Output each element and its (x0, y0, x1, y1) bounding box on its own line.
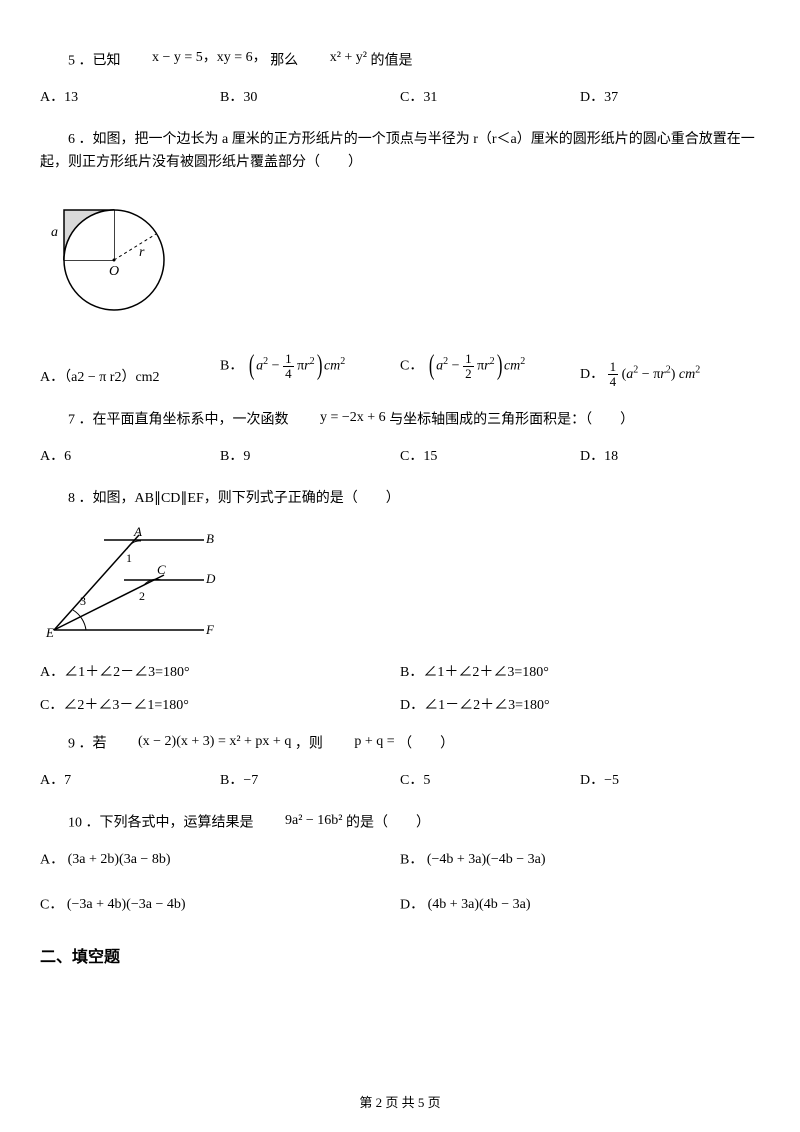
q6-opt-d: D． 14 (a2 − πr2) cm2 (580, 360, 760, 390)
q6-label-a: a (51, 225, 58, 240)
q7-prefix: 7 ．在平面直角坐标系中，一次函数 (68, 413, 292, 428)
q6-optb-formula: (a2 − 14 πr2)cm2 (247, 344, 345, 389)
q6-optd-formula: 14 (a2 − πr2) cm2 (608, 360, 701, 390)
q5-formula2: x² + y² (302, 47, 367, 69)
q10-suffix: 的是（ ） (346, 816, 430, 831)
q8-opt-d: D．∠1－∠2＋∠3=180° (400, 695, 760, 717)
q9-options: A．7 B．−7 C．5 D．−5 (40, 770, 760, 792)
q7-opt-c: C．15 (400, 446, 580, 468)
q5-opt-a: A．13 (40, 87, 220, 109)
q10-opt-a: A． (3a + 2b)(3a − 8b) (40, 849, 400, 872)
q5-prefix: 5 ．已知 (68, 53, 124, 68)
q6-figure: a r O (44, 188, 760, 326)
q9-opt-d: D．−5 (580, 770, 760, 792)
q5-formula1: x − y = 5，xy = 6， (124, 47, 267, 69)
q5-mid: 那么 (270, 53, 302, 68)
q10-opt-b: B． (−4b + 3a)(−4b − 3a) (400, 849, 760, 872)
q5-line: 5 ．已知 x − y = 5，xy = 6， 那么 x² + y² 的值是 (40, 50, 760, 73)
q9-suffix: （ ） (398, 736, 454, 751)
q10-prefix: 10 ．下列各式中，运算结果是 (68, 816, 257, 831)
q9-mid: ，则 (295, 736, 327, 751)
q8-opt-b: B．∠1＋∠2＋∠3=180° (400, 662, 760, 684)
q7-opt-b: B．9 (220, 446, 400, 468)
q7-func: y = −2x + 6 (292, 407, 386, 429)
svg-text:3: 3 (80, 594, 86, 608)
q8-opt-c: C．∠2＋∠3－∠1=180° (40, 695, 400, 717)
svg-text:2: 2 (139, 589, 145, 603)
q9-opt-b: B．−7 (220, 770, 400, 792)
q9-prefix: 9 ．若 (68, 736, 110, 751)
svg-text:D: D (205, 571, 216, 586)
q7-options: A．6 B．9 C．15 D．18 (40, 446, 760, 468)
q8-figure: A B C D E F 1 2 3 (44, 525, 760, 648)
page-footer: 第 2 页 共 5 页 (0, 1093, 800, 1114)
q10-target: 9a² − 16b² (257, 810, 343, 832)
q6-optc-formula: (a2 − 12 πr2)cm2 (427, 344, 525, 389)
q10-opt-d: D． (4b + 3a)(4b − 3a) (400, 894, 760, 917)
q8-opt-a: A．∠1＋∠2－∠3=180° (40, 662, 400, 684)
q6-opt-b: B． (a2 − 14 πr2)cm2 (220, 344, 400, 389)
q10-opt-c: C． (−3a + 4b)(−3a − 4b) (40, 894, 400, 917)
q9-f2: p + q = (326, 731, 394, 753)
svg-text:B: B (206, 531, 214, 546)
svg-text:A: A (133, 525, 142, 539)
q8-text: 8 ．如图，AB∥CD∥EF，则下列式子正确的是（ ） (40, 488, 760, 510)
q6-opt-c: C． (a2 − 12 πr2)cm2 (400, 344, 580, 389)
section-2-title: 二、填空题 (40, 945, 760, 971)
q6-label-r: r (139, 245, 145, 260)
svg-text:C: C (157, 562, 166, 577)
q6-label-o: O (109, 264, 119, 279)
svg-text:F: F (205, 622, 215, 637)
q5-opt-d: D．37 (580, 87, 760, 109)
q5-options: A．13 B．30 C．31 D．37 (40, 87, 760, 109)
q6-opt-a: A．（a2 − π r2）cm2 (40, 367, 220, 389)
q9-opt-a: A．7 (40, 770, 220, 792)
q5-opt-b: B．30 (220, 87, 400, 109)
q9-f1: (x − 2)(x + 3) = x² + px + q (110, 731, 291, 753)
q7-opt-d: D．18 (580, 446, 760, 468)
q7-suffix: 与坐标轴围成的三角形面积是：（ ） (389, 413, 634, 428)
q9-opt-c: C．5 (400, 770, 580, 792)
q8-options: A．∠1＋∠2－∠3=180° B．∠1＋∠2＋∠3=180° C．∠2＋∠3－… (40, 662, 760, 727)
q7-line: 7 ．在平面直角坐标系中，一次函数 y = −2x + 6 与坐标轴围成的三角形… (40, 409, 760, 432)
q10-options: A． (3a + 2b)(3a − 8b) B． (−4b + 3a)(−4b … (40, 849, 760, 927)
q10-line: 10 ．下列各式中，运算结果是 9a² − 16b² 的是（ ） (40, 812, 760, 835)
q7-opt-a: A．6 (40, 446, 220, 468)
q5-opt-c: C．31 (400, 87, 580, 109)
q9-line: 9 ．若 (x − 2)(x + 3) = x² + px + q ，则 p +… (40, 733, 760, 756)
q6-options: A．（a2 − π r2）cm2 B． (a2 − 14 πr2)cm2 C． … (40, 344, 760, 389)
svg-text:1: 1 (126, 551, 132, 565)
q6-text: 6 ．如图，把一个边长为 a 厘米的正方形纸片的一个顶点与半径为 r（r＜a）厘… (40, 129, 760, 174)
q5-suffix: 的值是 (370, 53, 412, 68)
svg-text:E: E (45, 625, 54, 640)
